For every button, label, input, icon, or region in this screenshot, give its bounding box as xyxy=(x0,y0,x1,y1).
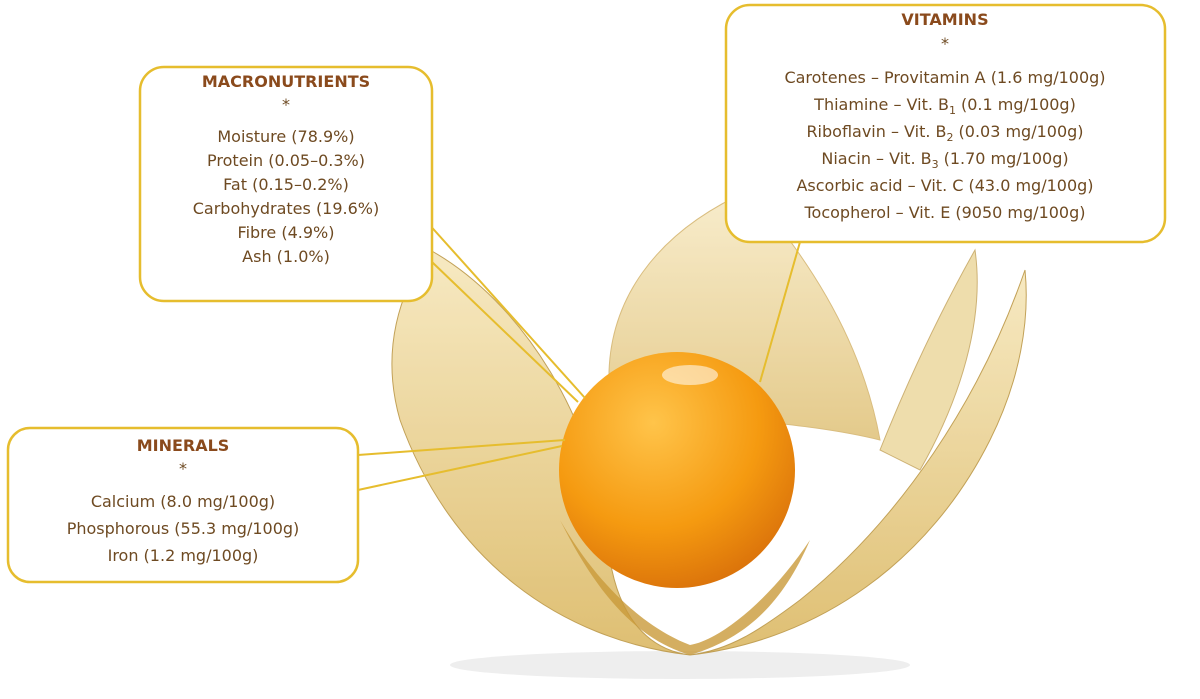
macronutrients-box xyxy=(138,65,434,303)
item-label: Ash (1.0%) xyxy=(242,247,330,266)
nutrient-item: Tocopherol – Vit. E (9050 mg/100g) xyxy=(804,203,1086,222)
nutrient-item: Carotenes – Provitamin A (1.6 mg/100g) xyxy=(784,68,1105,87)
item-label: Riboflavin – Vit. B xyxy=(806,122,946,141)
nutrient-item: Ascorbic acid – Vit. C (43.0 mg/100g) xyxy=(796,176,1093,195)
item-label: Carbohydrates (19.6%) xyxy=(193,199,380,218)
item-subscript: 3 xyxy=(932,158,939,171)
nutrient-item: Niacin – Vit. B3 (1.70 mg/100g) xyxy=(821,149,1068,171)
marker: * xyxy=(179,459,187,478)
item-label: Thiamine – Vit. B xyxy=(813,95,949,114)
item-amount: (0.1 mg/100g) xyxy=(961,95,1076,114)
nutrient-item: Riboflavin – Vit. B2 (0.03 mg/100g) xyxy=(806,122,1083,144)
nutrient-item: Iron (1.2 mg/100g) xyxy=(108,546,259,565)
item-label: Fat (0.15–0.2%) xyxy=(223,175,349,194)
item-subscript: 2 xyxy=(947,131,954,144)
section-title: MACRONUTRIENTS xyxy=(202,72,370,91)
shadow xyxy=(450,651,910,679)
nutrient-item: Calcium (8.0 mg/100g) xyxy=(91,492,275,511)
connector xyxy=(431,261,579,403)
item-label: Carotenes – Provitamin A (1.6 mg/100g) xyxy=(784,68,1105,87)
item-label: Ascorbic acid – Vit. C (43.0 mg/100g) xyxy=(796,176,1093,195)
nutrient-item: Carbohydrates (19.6%) xyxy=(193,199,380,218)
item-amount: (1.70 mg/100g) xyxy=(944,149,1069,168)
minerals-text: MINERALS * Calcium (8.0 mg/100g) Phosphorou… xyxy=(67,436,300,565)
item-label: Niacin – Vit. B xyxy=(821,149,931,168)
marker: * xyxy=(941,34,949,53)
nutrient-item: Ash (1.0%) xyxy=(242,247,330,266)
connector xyxy=(357,439,566,456)
item-label: Fibre (4.9%) xyxy=(238,223,335,242)
item-label: Moisture (78.9%) xyxy=(217,127,354,146)
item-amount: (0.03 mg/100g) xyxy=(959,122,1084,141)
vitamins-text: VITAMINS * Carotenes – Provitamin A (1.6 m… xyxy=(784,10,1105,222)
nutrient-item: Fibre (4.9%) xyxy=(238,223,335,242)
nutrient-item: Moisture (78.9%) xyxy=(217,127,354,146)
item-subscript: 1 xyxy=(949,104,956,117)
connector xyxy=(759,241,801,383)
item-label: Calcium (8.0 mg/100g) xyxy=(91,492,275,511)
item-label: Phosphorous (55.3 mg/100g) xyxy=(67,519,300,538)
nutrient-item: Protein (0.05–0.3%) xyxy=(207,151,365,170)
husk-tip xyxy=(879,248,978,471)
minerals-box xyxy=(6,426,360,584)
connectors xyxy=(357,211,801,491)
macronutrients-text: MACRONUTRIENTS * Moisture (78.9%) Protein (… xyxy=(193,72,380,266)
item-label: Iron (1.2 mg/100g) xyxy=(108,546,259,565)
connector xyxy=(357,445,563,491)
item-label: Tocopherol – Vit. E (9050 mg/100g) xyxy=(804,203,1086,222)
fruit xyxy=(559,352,795,588)
husk-left xyxy=(391,249,691,656)
section-title: VITAMINS xyxy=(901,10,988,29)
husk-right xyxy=(689,269,1027,656)
physalis-illustration xyxy=(391,189,1027,679)
marker: * xyxy=(282,95,290,114)
nutrient-item: Phosphorous (55.3 mg/100g) xyxy=(67,519,300,538)
section-title: MINERALS xyxy=(137,436,230,455)
nutrient-item: Thiamine – Vit. B1 (0.1 mg/100g) xyxy=(813,95,1076,117)
item-label: Protein (0.05–0.3%) xyxy=(207,151,365,170)
vitamins-box xyxy=(724,3,1167,244)
fruit-highlight xyxy=(662,365,718,385)
connector xyxy=(417,211,586,399)
husk-front xyxy=(560,520,810,655)
nutrient-item: Fat (0.15–0.2%) xyxy=(223,175,349,194)
